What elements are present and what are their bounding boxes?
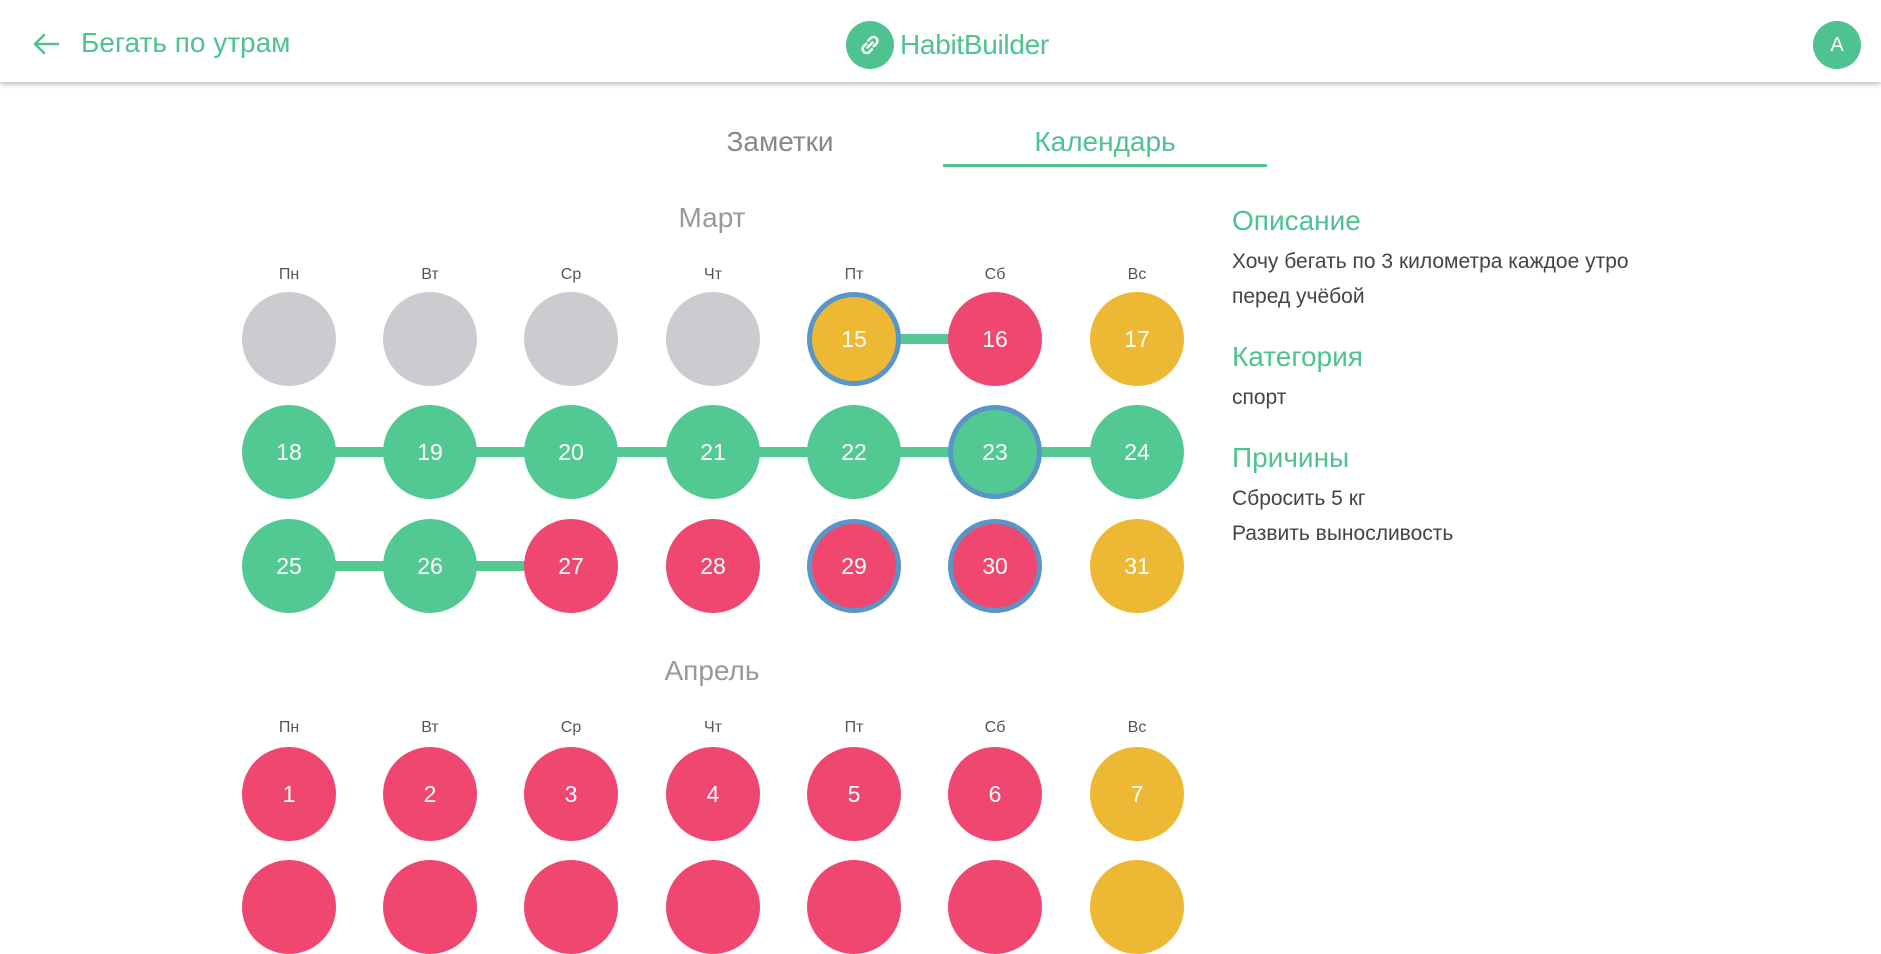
- weekday-label: Сб: [984, 719, 1006, 736]
- weekday-label: Пн: [278, 266, 300, 283]
- calendar-day[interactable]: [948, 860, 1042, 954]
- reason-item: Сбросить 5 кг: [1232, 487, 1366, 510]
- calendar-day[interactable]: 25: [242, 519, 336, 613]
- category-heading: Категория: [1232, 341, 1363, 372]
- calendar-day[interactable]: 18: [242, 405, 336, 499]
- app-name: HabitBuilder: [900, 29, 1049, 60]
- link-icon: [846, 21, 894, 69]
- weekday-label: Вт: [421, 719, 439, 736]
- calendar-day[interactable]: [242, 860, 336, 954]
- weekday-label: Пт: [844, 266, 864, 283]
- calendar-day[interactable]: 17: [1090, 292, 1184, 386]
- calendar-day[interactable]: 28: [666, 519, 760, 613]
- calendar-day: [666, 292, 760, 386]
- weekday-label: Вс: [1127, 266, 1147, 283]
- calendar-day[interactable]: 16: [948, 292, 1042, 386]
- calendar-day: [524, 292, 618, 386]
- calendar-day[interactable]: 26: [383, 519, 477, 613]
- calendar-day: [242, 292, 336, 386]
- arrow-left-icon[interactable]: [30, 28, 62, 60]
- calendar-day[interactable]: 23: [948, 405, 1042, 499]
- calendar-day[interactable]: [666, 860, 760, 954]
- calendar-day[interactable]: 30: [948, 519, 1042, 613]
- streak-connector: [854, 334, 995, 344]
- calendar-day[interactable]: 21: [666, 405, 760, 499]
- month-title: Апрель: [664, 655, 760, 686]
- calendar-day[interactable]: 22: [807, 405, 901, 499]
- weekday-label: Вт: [421, 266, 439, 283]
- calendar-day[interactable]: 27: [524, 519, 618, 613]
- weekday-label: Вс: [1127, 719, 1147, 736]
- weekday-label: Ср: [560, 266, 582, 283]
- reason-item: Развить выносливость: [1232, 522, 1454, 545]
- calendar-day[interactable]: 24: [1090, 405, 1184, 499]
- calendar-day[interactable]: 5: [807, 747, 901, 841]
- calendar-day[interactable]: 4: [666, 747, 760, 841]
- calendar-day[interactable]: 1: [242, 747, 336, 841]
- reasons-heading: Причины: [1232, 442, 1350, 473]
- calendar-day[interactable]: 7: [1090, 747, 1184, 841]
- month-title: Март: [678, 202, 746, 233]
- calendar-day[interactable]: [807, 860, 901, 954]
- tab-notes[interactable]: Заметки: [726, 126, 834, 157]
- calendar-day[interactable]: 15: [807, 292, 901, 386]
- description-heading: Описание: [1232, 205, 1361, 236]
- calendar-day[interactable]: 31: [1090, 519, 1184, 613]
- category-value: спорт: [1232, 386, 1287, 409]
- calendar-day[interactable]: 20: [524, 405, 618, 499]
- top-app-bar: Бегать по утрам HabitBuilder A: [0, 0, 1881, 82]
- weekday-label: Сб: [984, 266, 1006, 283]
- habit-title[interactable]: Бегать по утрам: [81, 27, 291, 58]
- weekday-label: Пн: [278, 719, 300, 736]
- weekday-label: Чт: [704, 266, 722, 283]
- calendar-day[interactable]: 19: [383, 405, 477, 499]
- calendar-day[interactable]: 29: [807, 519, 901, 613]
- calendar-day[interactable]: [524, 860, 618, 954]
- app-logo: HabitBuilder: [846, 20, 1049, 70]
- calendar-day: [383, 292, 477, 386]
- description-line-2: перед учёбой: [1232, 285, 1365, 308]
- calendar-day[interactable]: [383, 860, 477, 954]
- calendar-day[interactable]: 6: [948, 747, 1042, 841]
- weekday-label: Чт: [704, 719, 722, 736]
- calendar-day[interactable]: 3: [524, 747, 618, 841]
- calendar-day[interactable]: [1090, 860, 1184, 954]
- weekday-label: Ср: [560, 719, 582, 736]
- calendar-day[interactable]: 2: [383, 747, 477, 841]
- avatar[interactable]: A: [1813, 21, 1861, 69]
- tab-calendar[interactable]: Календарь: [943, 122, 1267, 167]
- weekday-label: Пт: [844, 719, 864, 736]
- description-line-1: Хочу бегать по 3 километра каждое утро: [1232, 250, 1629, 273]
